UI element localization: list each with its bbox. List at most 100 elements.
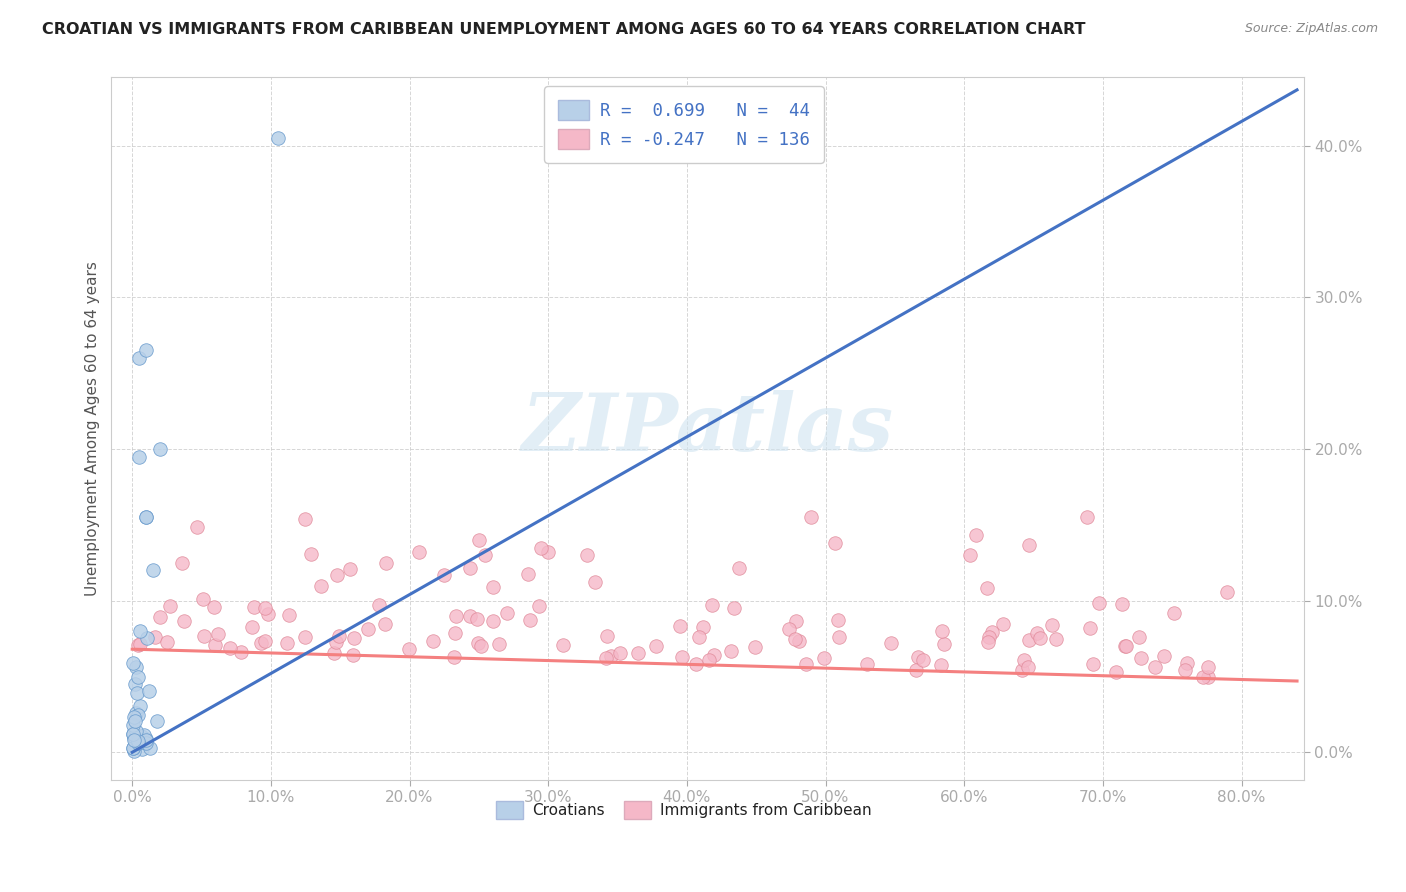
Point: [1128, 631, 1150, 645]
Point: [191, 592, 214, 607]
Point: [993, 616, 1015, 631]
Point: [595, 629, 617, 643]
Point: [527, 599, 550, 613]
Point: [828, 630, 851, 644]
Point: [408, 545, 430, 559]
Point: [299, 547, 322, 561]
Point: [1129, 651, 1152, 665]
Point: [1163, 606, 1185, 620]
Point: [143, 630, 166, 644]
Point: [458, 561, 481, 575]
Point: [122, 744, 145, 758]
Point: [931, 624, 953, 638]
Point: [142, 563, 165, 577]
Point: [128, 351, 150, 365]
Point: [671, 649, 693, 664]
Point: [138, 684, 160, 698]
Point: [1115, 639, 1137, 653]
Point: [444, 625, 467, 640]
Text: CROATIAN VS IMMIGRANTS FROM CARIBBEAN UNEMPLOYMENT AMONG AGES 60 TO 64 YEARS COR: CROATIAN VS IMMIGRANTS FROM CARIBBEAN UN…: [42, 22, 1085, 37]
Point: [576, 548, 599, 562]
Point: [488, 637, 510, 651]
Point: [1025, 625, 1047, 640]
Point: [645, 639, 668, 653]
Point: [794, 657, 817, 671]
Point: [959, 549, 981, 563]
Point: [122, 731, 145, 745]
Point: [135, 732, 157, 747]
Point: [243, 600, 266, 615]
Point: [1028, 631, 1050, 645]
Point: [159, 599, 181, 613]
Point: [813, 650, 835, 665]
Point: [229, 644, 252, 658]
Point: [326, 568, 349, 582]
Text: Source: ZipAtlas.com: Source: ZipAtlas.com: [1244, 22, 1378, 36]
Point: [482, 580, 505, 594]
Point: [127, 707, 149, 722]
Point: [692, 620, 714, 634]
Point: [127, 638, 149, 652]
Point: [1175, 657, 1198, 671]
Point: [905, 664, 928, 678]
Point: [135, 343, 157, 358]
Point: [1076, 510, 1098, 524]
Point: [156, 635, 179, 649]
Point: [202, 599, 225, 614]
Point: [727, 560, 749, 574]
Point: [128, 734, 150, 748]
Point: [136, 631, 159, 645]
Point: [325, 635, 347, 649]
Point: [1011, 663, 1033, 677]
Point: [1114, 639, 1136, 653]
Y-axis label: Unemployment Among Ages 60 to 64 years: Unemployment Among Ages 60 to 64 years: [86, 261, 100, 596]
Point: [132, 728, 155, 742]
Point: [1017, 659, 1039, 673]
Point: [267, 131, 290, 145]
Point: [124, 714, 146, 729]
Point: [1216, 585, 1239, 599]
Text: ZIPatlas: ZIPatlas: [522, 390, 894, 467]
Point: [204, 638, 226, 652]
Point: [465, 612, 488, 626]
Point: [122, 710, 145, 724]
Point: [1040, 618, 1063, 632]
Point: [129, 637, 152, 651]
Point: [697, 653, 720, 667]
Point: [311, 579, 333, 593]
Point: [470, 639, 492, 653]
Point: [128, 698, 150, 713]
Point: [553, 638, 575, 652]
Point: [458, 608, 481, 623]
Point: [173, 615, 195, 629]
Point: [685, 657, 707, 671]
Point: [785, 632, 807, 646]
Point: [121, 656, 143, 670]
Point: [254, 600, 277, 615]
Point: [1018, 632, 1040, 647]
Point: [135, 736, 157, 750]
Point: [800, 510, 823, 524]
Point: [375, 556, 398, 570]
Point: [700, 598, 723, 612]
Point: [468, 533, 491, 547]
Point: [912, 653, 935, 667]
Point: [207, 627, 229, 641]
Point: [125, 706, 148, 720]
Point: [193, 630, 215, 644]
Point: [277, 607, 299, 622]
Point: [1153, 649, 1175, 664]
Point: [253, 634, 276, 648]
Point: [977, 630, 1000, 644]
Point: [127, 736, 149, 750]
Point: [128, 450, 150, 464]
Point: [688, 630, 710, 644]
Point: [127, 733, 149, 747]
Point: [880, 636, 903, 650]
Point: [121, 740, 143, 755]
Point: [627, 646, 650, 660]
Point: [135, 733, 157, 747]
Point: [134, 734, 156, 748]
Point: [907, 650, 929, 665]
Point: [122, 733, 145, 747]
